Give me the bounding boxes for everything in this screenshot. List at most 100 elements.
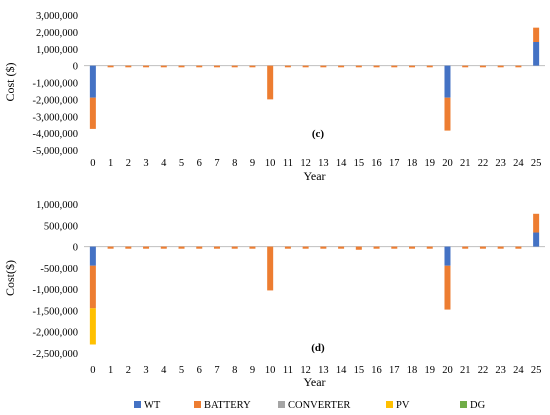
bar-battery-year-11 — [284, 65, 291, 68]
bar-battery-year-22 — [479, 65, 486, 68]
bar-battery-year-15 — [355, 246, 362, 250]
bar-pv-year-0 — [89, 308, 96, 345]
x-tick-label: 3 — [143, 158, 148, 169]
legend: WT BATTERY CONVERTER PV DG — [134, 400, 486, 411]
y-axis-title: Cost ($) — [3, 62, 17, 101]
y-tick-label: 1,000,000 — [36, 45, 78, 56]
x-tick-label: 21 — [460, 365, 471, 376]
bar-battery-year-5 — [178, 65, 185, 68]
bar-battery-year-22 — [479, 246, 486, 249]
bar-battery-year-13 — [320, 65, 327, 68]
x-tick-label: 13 — [318, 365, 329, 376]
x-tick-label: 24 — [513, 158, 524, 169]
x-axis-title: Year — [303, 375, 325, 389]
x-tick-label: 14 — [336, 365, 347, 376]
x-tick-label: 19 — [425, 365, 436, 376]
y-axis-title: Cost($) — [3, 260, 17, 296]
bar-battery-year-25 — [533, 27, 540, 42]
x-tick-label: 17 — [389, 158, 400, 169]
bar-battery-year-20 — [444, 265, 451, 310]
x-tick-label: 7 — [214, 158, 219, 169]
bar-wt-year-0 — [89, 65, 96, 98]
y-tick-label: -2,000,000 — [33, 95, 79, 106]
bar-battery-year-9 — [249, 65, 256, 68]
y-tick-label: -1,500,000 — [33, 306, 79, 317]
x-axis-title: Year — [303, 169, 325, 183]
y-tick-label: -2,000,000 — [33, 328, 79, 339]
bar-battery-year-16 — [373, 65, 380, 68]
legend-label-dg: DG — [470, 400, 486, 411]
bar-battery-year-10 — [267, 65, 274, 100]
x-tick-label: 12 — [300, 158, 311, 169]
bar-battery-year-12 — [302, 246, 309, 249]
x-tick-label: 4 — [161, 365, 167, 376]
bar-battery-year-18 — [409, 246, 416, 249]
y-tick-label: -4,000,000 — [33, 129, 79, 140]
x-tick-label: 20 — [442, 365, 453, 376]
x-tick-label: 10 — [265, 158, 276, 169]
bar-battery-year-1 — [107, 246, 114, 249]
bar-wt-year-20 — [444, 65, 451, 98]
panel-label: (d) — [311, 342, 325, 354]
bar-wt-year-25 — [533, 232, 540, 247]
legend-label-pv: PV — [396, 400, 410, 411]
y-tick-label: -500,000 — [40, 264, 78, 275]
bar-battery-year-2 — [125, 246, 132, 249]
x-tick-label: 16 — [371, 158, 382, 169]
y-tick-label: -2,500,000 — [33, 349, 79, 360]
bar-battery-year-25 — [533, 213, 540, 233]
x-tick-label: 25 — [531, 158, 542, 169]
x-tick-label: 22 — [478, 365, 489, 376]
y-tick-label: 500,000 — [44, 221, 78, 232]
x-tick-label: 18 — [407, 158, 418, 169]
x-tick-label: 24 — [513, 365, 524, 376]
bar-battery-year-3 — [143, 246, 150, 249]
bar-battery-year-5 — [178, 246, 185, 249]
y-tick-label: -1,000,000 — [33, 285, 79, 296]
bar-battery-year-6 — [196, 65, 203, 68]
x-tick-label: 8 — [232, 365, 237, 376]
legend-label-converter: CONVERTER — [288, 400, 350, 411]
bar-battery-year-17 — [391, 246, 398, 249]
bar-battery-year-16 — [373, 246, 380, 249]
x-tick-label: 9 — [250, 158, 255, 169]
x-tick-label: 1 — [108, 158, 113, 169]
y-tick-label: -3,000,000 — [33, 112, 79, 123]
x-tick-label: 3 — [143, 365, 148, 376]
panel-label: (c) — [312, 128, 325, 140]
bar-battery-year-24 — [515, 65, 522, 68]
bar-battery-year-20 — [444, 97, 451, 131]
x-tick-label: 21 — [460, 158, 471, 169]
bar-battery-year-1 — [107, 65, 114, 68]
y-tick-label: 0 — [73, 62, 78, 73]
x-tick-label: 25 — [531, 365, 542, 376]
bar-battery-year-24 — [515, 246, 522, 249]
x-tick-label: 23 — [495, 365, 506, 376]
y-tick-label: -5,000,000 — [33, 146, 79, 157]
legend-swatch-converter — [278, 401, 285, 408]
bar-wt-year-25 — [533, 42, 540, 66]
bar-battery-year-12 — [302, 65, 309, 68]
bar-battery-year-14 — [338, 246, 345, 249]
x-tick-label: 14 — [336, 158, 347, 169]
legend-swatch-pv — [386, 401, 393, 408]
bar-battery-year-23 — [497, 65, 504, 68]
y-tick-label: 3,000,000 — [36, 11, 78, 22]
x-tick-label: 6 — [197, 158, 202, 169]
bar-battery-year-15 — [355, 65, 362, 68]
x-tick-label: 13 — [318, 158, 329, 169]
chart-panel-d: 1,000,000 500,000 0 -500,000 -1,000,000 -1,50… — [3, 200, 545, 389]
x-tick-label: 1 — [108, 365, 113, 376]
bar-battery-year-6 — [196, 246, 203, 249]
x-tick-label: 19 — [425, 158, 436, 169]
bar-battery-year-7 — [213, 246, 220, 249]
x-tick-label: 12 — [300, 365, 311, 376]
bar-wt-year-20 — [444, 246, 451, 266]
legend-label-wt: WT — [144, 400, 161, 411]
x-tick-label: 7 — [214, 365, 219, 376]
x-tick-label: 10 — [265, 365, 276, 376]
bar-battery-year-3 — [143, 65, 150, 68]
y-tick-label: 0 — [73, 243, 78, 254]
y-tick-label: -1,000,000 — [33, 79, 79, 90]
